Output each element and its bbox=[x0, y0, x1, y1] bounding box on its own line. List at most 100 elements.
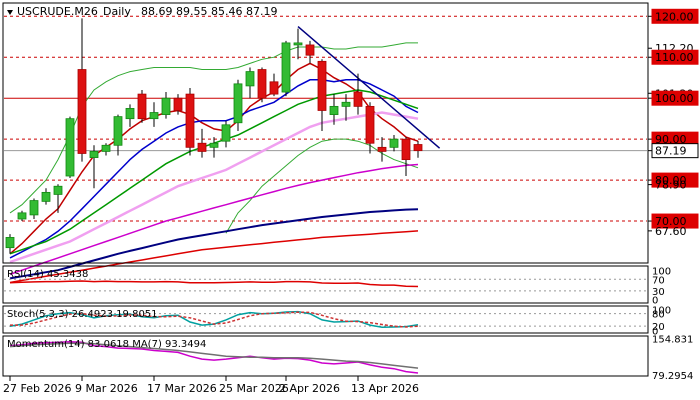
main-pane-frame bbox=[2, 2, 649, 264]
candle-body bbox=[305, 44, 315, 56]
header-symbol: USCRUDE.M26 bbox=[17, 5, 98, 18]
price-label-box bbox=[651, 213, 699, 229]
candle-body bbox=[137, 93, 147, 120]
candle bbox=[257, 67, 267, 103]
candle-body bbox=[185, 93, 195, 148]
candle bbox=[233, 79, 243, 131]
candle bbox=[29, 198, 39, 219]
candle bbox=[113, 114, 123, 156]
indicator-axis-label: 80 bbox=[652, 310, 665, 321]
indicator-axis-label: 0 bbox=[652, 296, 658, 307]
candle-body bbox=[413, 144, 423, 152]
candle bbox=[365, 102, 375, 154]
indicator-line-3-2 bbox=[9, 342, 419, 369]
chart-header: USCRUDE.M26 Daily 88.69 89.55 85.46 87.1… bbox=[7, 5, 277, 18]
indicator-axis-label: 70 bbox=[652, 275, 665, 286]
candle-body bbox=[257, 69, 267, 99]
candle-body bbox=[401, 138, 411, 161]
candle-body bbox=[125, 108, 135, 120]
candle bbox=[137, 90, 147, 123]
price-label-box bbox=[651, 8, 699, 24]
x-tick-label: 9 Mar 2026 bbox=[75, 382, 138, 395]
candle-body bbox=[233, 83, 243, 124]
indicator-axis-label: 100 bbox=[652, 267, 671, 278]
candle bbox=[53, 184, 63, 213]
price-label-box bbox=[651, 172, 699, 188]
price-tick-label: 70.00 bbox=[655, 215, 687, 228]
candle bbox=[353, 73, 363, 115]
price-tick-label: 80.00 bbox=[655, 174, 687, 187]
x-tick-label: 13 Apr 2026 bbox=[351, 382, 419, 395]
indicator-label: Momentum(14) 83.0618 MA(7) 93.3494 bbox=[7, 339, 206, 350]
x-axis: 27 Feb 2026 9 Mar 2026 17 Mar 2026 25 Mar 2… bbox=[3, 376, 419, 395]
candle bbox=[329, 94, 339, 125]
indicator-axis-label: 154.831 bbox=[652, 335, 693, 346]
price-tick-label: 90.00 bbox=[655, 133, 687, 146]
candle bbox=[413, 140, 423, 158]
candle-body bbox=[5, 237, 15, 249]
candle-body bbox=[89, 151, 99, 158]
candle-body bbox=[365, 105, 375, 144]
indicator-label: Stoch(5,3,3) 26.4923 19.8051 bbox=[7, 309, 158, 320]
candle bbox=[197, 128, 207, 158]
dropdown-triangle-icon[interactable] bbox=[7, 10, 13, 15]
candle bbox=[77, 18, 87, 162]
candle bbox=[89, 145, 99, 189]
indicator-axis-label: 20 bbox=[652, 322, 665, 333]
candle-body bbox=[101, 144, 111, 152]
candle bbox=[161, 92, 171, 119]
x-tick-label: 2 Apr 2026 bbox=[279, 382, 340, 395]
trendline bbox=[297, 25, 441, 149]
candle-body bbox=[173, 97, 183, 111]
candle-body bbox=[161, 97, 171, 115]
candle-body bbox=[41, 191, 51, 202]
header-ohlc: 88.69 89.55 85.46 87.19 bbox=[141, 5, 277, 18]
candle bbox=[173, 94, 183, 115]
candle bbox=[5, 234, 15, 254]
candle bbox=[389, 135, 399, 152]
x-tick-label: 27 Feb 2026 bbox=[3, 382, 71, 395]
price-tick-label: 87.19 bbox=[655, 145, 687, 158]
moving-average-4 bbox=[9, 111, 419, 264]
x-tick-label: 25 Mar 2026 bbox=[219, 382, 289, 395]
candle bbox=[245, 67, 255, 99]
candle-body bbox=[53, 185, 63, 195]
moving-average-5 bbox=[9, 163, 419, 276]
price-tick-label: 100.00 bbox=[655, 92, 694, 105]
candle-body bbox=[281, 42, 291, 93]
indicator-label: RSI(14) 45.3438 bbox=[7, 269, 88, 280]
candle bbox=[317, 59, 327, 131]
candle bbox=[341, 94, 351, 121]
candle bbox=[377, 137, 387, 162]
candle-body bbox=[317, 60, 327, 111]
indicator-line-1-1 bbox=[9, 280, 419, 288]
candle bbox=[305, 40, 315, 64]
candle bbox=[293, 28, 303, 60]
candle-body bbox=[341, 101, 351, 107]
candle bbox=[269, 73, 279, 97]
momentum-pane-frame bbox=[2, 335, 649, 377]
price-label-box bbox=[651, 90, 699, 106]
candle-body bbox=[329, 105, 339, 115]
candle-body bbox=[353, 91, 363, 107]
price-label-box bbox=[651, 143, 699, 159]
price-tick-label: 67.60 bbox=[655, 225, 687, 238]
moving-average-7 bbox=[9, 230, 419, 284]
indicator-line-2-2 bbox=[10, 311, 419, 328]
candle-body bbox=[113, 116, 123, 146]
candles bbox=[5, 18, 423, 254]
indicator-line-3-1 bbox=[9, 341, 419, 374]
price-tick-label: 120.00 bbox=[655, 10, 694, 23]
candle-body bbox=[17, 212, 27, 220]
candle bbox=[149, 102, 159, 127]
candle bbox=[125, 104, 135, 127]
candle bbox=[17, 210, 27, 222]
price-tick-label: 78.90 bbox=[655, 179, 687, 192]
x-tick-label: 17 Mar 2026 bbox=[147, 382, 217, 395]
indicator-axis-label: 0 bbox=[652, 326, 658, 337]
band-lower bbox=[225, 138, 419, 234]
price-axis: 120.00112.20110.00101.20100.0090.0087.19… bbox=[648, 8, 699, 238]
trendline-layer bbox=[297, 25, 441, 149]
candle-body bbox=[209, 142, 219, 148]
